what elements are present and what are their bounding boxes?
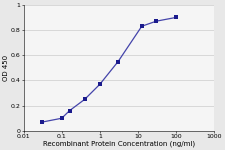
Point xyxy=(116,60,120,63)
Point xyxy=(174,16,178,19)
Point xyxy=(155,20,158,22)
Point xyxy=(98,83,102,85)
Point xyxy=(140,25,144,27)
X-axis label: Recombinant Protein Concentration (ng/ml): Recombinant Protein Concentration (ng/ml… xyxy=(43,141,195,147)
Point xyxy=(60,117,63,119)
Point xyxy=(68,110,71,112)
Point xyxy=(40,121,44,123)
Point xyxy=(83,98,86,101)
Y-axis label: OD 450: OD 450 xyxy=(3,55,9,81)
